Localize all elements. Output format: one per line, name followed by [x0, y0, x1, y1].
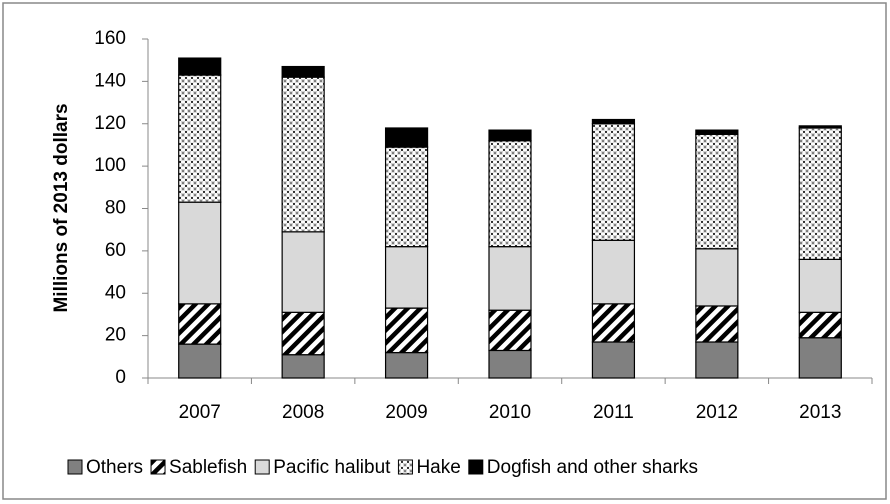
bar-segment	[591, 118, 636, 125]
bar-segment	[384, 146, 429, 248]
legend-label: Others	[86, 457, 143, 478]
x-tick-label: 2011	[593, 402, 634, 423]
bar-segment	[798, 125, 842, 129]
x-tick-label: 2010	[489, 402, 531, 423]
bar-segment	[591, 303, 636, 343]
bar-segment	[178, 303, 222, 345]
legend-swatch	[150, 459, 166, 475]
legend-label: Hake	[416, 457, 460, 478]
legend-label: Sablefish	[169, 457, 247, 478]
bar-segment	[488, 246, 532, 311]
legend-swatch	[254, 459, 270, 475]
bar-segment	[178, 57, 222, 76]
y-tick-label: 160	[94, 28, 126, 49]
bar-segment	[695, 305, 739, 343]
y-tick-label: 140	[94, 70, 126, 91]
bar-segment	[695, 129, 739, 135]
x-tick-label: 2008	[282, 402, 324, 423]
bar-segment	[281, 65, 325, 78]
legend-swatch	[468, 459, 484, 475]
bar-segment	[281, 231, 325, 313]
legend-swatch	[67, 459, 83, 475]
bar-segment	[178, 343, 222, 379]
legend-swatch	[397, 459, 413, 475]
bar-segment	[384, 351, 429, 379]
bar-segment	[695, 248, 739, 307]
bar-segment	[281, 311, 325, 356]
y-tick-label: 20	[105, 325, 126, 346]
bar-segment	[591, 341, 636, 379]
bar-segment	[281, 76, 325, 233]
bar-segment	[384, 127, 429, 148]
bar-segment	[384, 307, 429, 354]
x-tick-label: 2007	[179, 402, 221, 423]
bar-segment	[798, 311, 842, 339]
bar-segment	[798, 337, 842, 379]
bar-segment	[178, 74, 222, 203]
bar-segment	[178, 201, 222, 305]
y-axis-label: Millions of 2013 dollars	[51, 103, 72, 312]
bar-segment	[281, 354, 325, 379]
y-tick-label: 80	[105, 198, 126, 219]
y-tick-label: 0	[115, 367, 126, 388]
y-tick-label: 100	[94, 155, 126, 176]
bar-segment	[695, 133, 739, 250]
bar-segment	[798, 258, 842, 313]
bar-segment	[488, 349, 532, 379]
y-tick-label: 120	[94, 113, 126, 134]
x-tick-label: 2009	[385, 402, 427, 423]
bar-segment	[488, 309, 532, 352]
x-tick-label: 2013	[799, 402, 841, 423]
x-tick-label: 2012	[696, 402, 738, 423]
bar-segment	[591, 123, 636, 241]
bar-segment	[384, 246, 429, 309]
legend-label: Dogfish and other sharks	[487, 457, 698, 478]
bar-segment	[798, 127, 842, 260]
legend-label: Pacific halibut	[273, 457, 391, 478]
bar-segment	[695, 341, 739, 379]
y-tick-label: 60	[105, 240, 126, 261]
bar-segment	[488, 129, 532, 142]
bar-segment	[591, 239, 636, 305]
y-tick-label: 40	[105, 282, 126, 303]
bar-segment	[488, 140, 532, 248]
